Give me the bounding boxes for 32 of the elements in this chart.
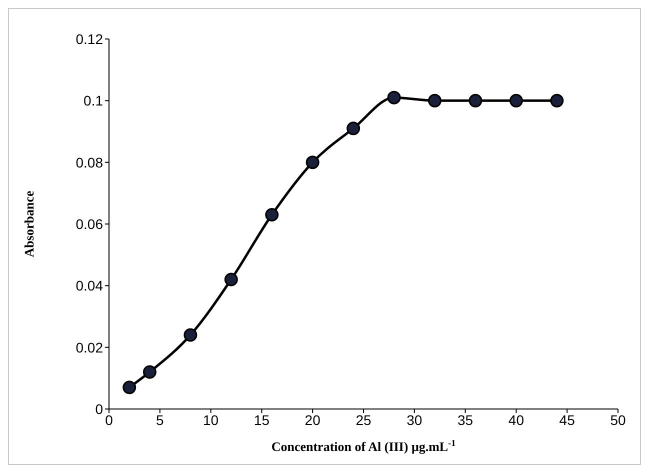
point (306, 156, 320, 170)
x-axis-title: Concentration of Al (III) μg.mL$^{-1}$ (271, 438, 456, 454)
x-tick-label: 35 (458, 412, 474, 428)
point (428, 94, 442, 108)
x-tick-label: 0 (105, 412, 114, 428)
point (122, 380, 136, 394)
x-tick-label: 45 (559, 412, 576, 428)
y-tick-label: 0.06 (76, 216, 104, 232)
point (468, 94, 482, 108)
x-tick-label: 5 (156, 412, 164, 428)
point (550, 94, 564, 108)
point (184, 328, 198, 342)
x-tick-label: 50 (610, 412, 626, 428)
x-tick-label: 15 (254, 412, 270, 428)
point (387, 90, 401, 104)
x-tick-label: 40 (508, 412, 524, 428)
y-tick-label: 0.04 (76, 278, 104, 294)
point (142, 365, 156, 379)
point (509, 94, 523, 108)
y-tick-label: 0 (95, 400, 104, 417)
point (224, 272, 238, 286)
y-tick-label: 0.12 (76, 30, 104, 47)
x-tick-label: 20 (304, 412, 321, 428)
x-tick-label: 30 (406, 412, 422, 428)
x-tick-label: 10 (203, 412, 219, 428)
y-tick-label: 0.08 (76, 154, 104, 170)
x-tick-label: 25 (356, 412, 372, 428)
y-tick-label: 0.02 (76, 339, 104, 356)
y-axis-title: Absorbance (22, 190, 37, 258)
point (265, 208, 279, 222)
point (346, 122, 360, 136)
y-tick-label: 0.1 (84, 92, 104, 109)
